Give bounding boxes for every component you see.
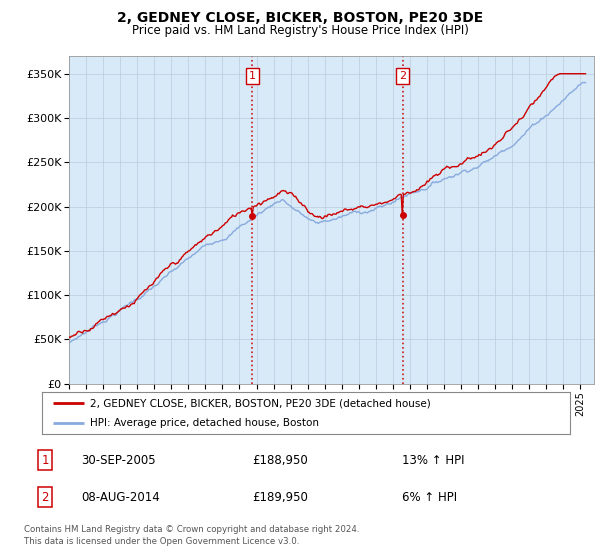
Text: 2, GEDNEY CLOSE, BICKER, BOSTON, PE20 3DE: 2, GEDNEY CLOSE, BICKER, BOSTON, PE20 3D… bbox=[117, 11, 483, 25]
Text: 6% ↑ HPI: 6% ↑ HPI bbox=[402, 491, 457, 504]
Text: Price paid vs. HM Land Registry's House Price Index (HPI): Price paid vs. HM Land Registry's House … bbox=[131, 24, 469, 36]
Text: £188,950: £188,950 bbox=[252, 454, 308, 467]
Text: 30-SEP-2005: 30-SEP-2005 bbox=[81, 454, 155, 467]
Text: HPI: Average price, detached house, Boston: HPI: Average price, detached house, Bost… bbox=[89, 418, 319, 428]
Text: Contains HM Land Registry data © Crown copyright and database right 2024.
This d: Contains HM Land Registry data © Crown c… bbox=[24, 525, 359, 546]
Text: 1: 1 bbox=[249, 71, 256, 81]
Text: £189,950: £189,950 bbox=[252, 491, 308, 504]
Text: 08-AUG-2014: 08-AUG-2014 bbox=[81, 491, 160, 504]
Text: 2: 2 bbox=[41, 491, 49, 504]
Text: 13% ↑ HPI: 13% ↑ HPI bbox=[402, 454, 464, 467]
Text: 2: 2 bbox=[399, 71, 406, 81]
Text: 2, GEDNEY CLOSE, BICKER, BOSTON, PE20 3DE (detached house): 2, GEDNEY CLOSE, BICKER, BOSTON, PE20 3D… bbox=[89, 398, 430, 408]
Text: 1: 1 bbox=[41, 454, 49, 467]
